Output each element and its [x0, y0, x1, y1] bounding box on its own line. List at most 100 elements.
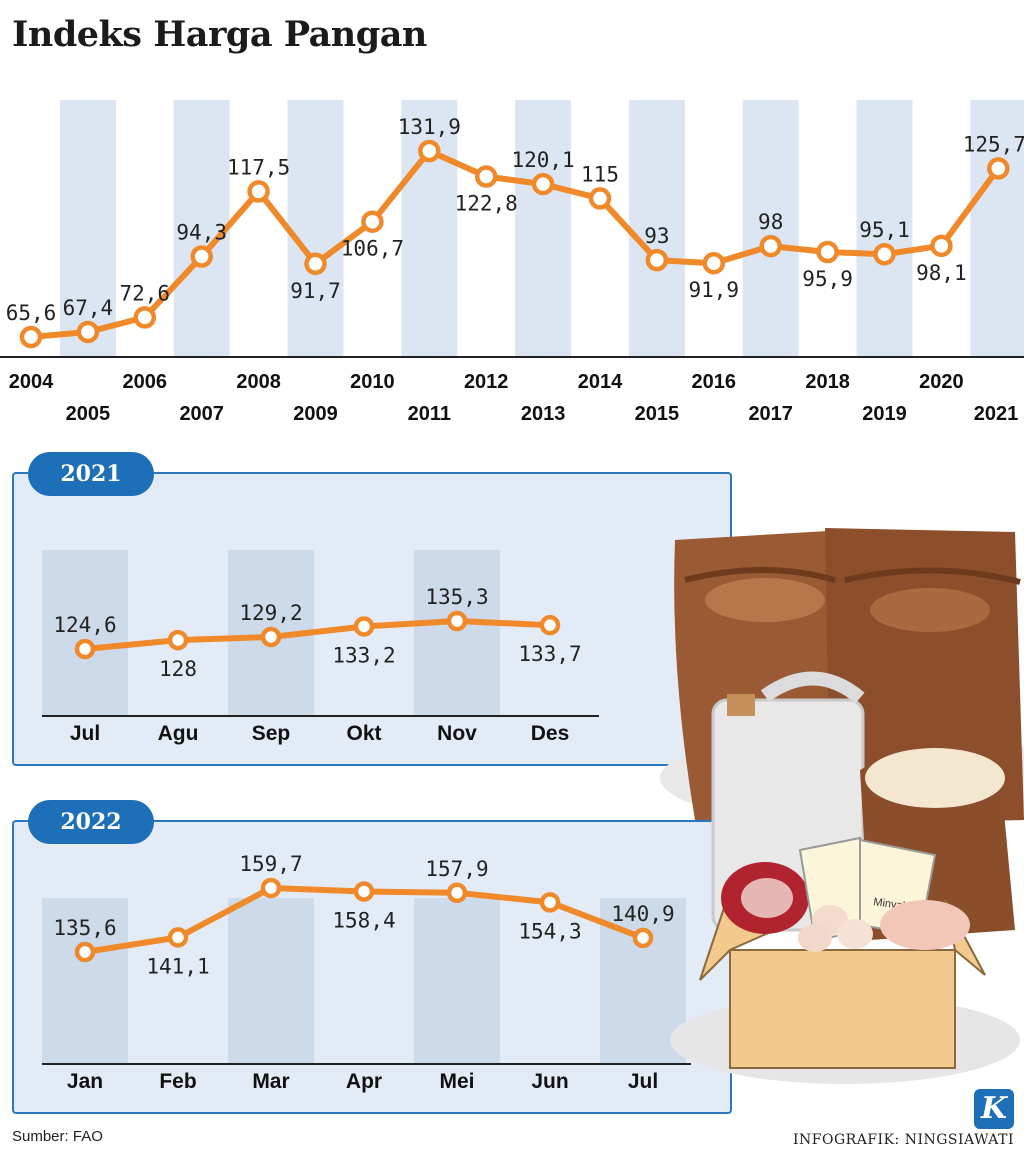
- x-tick-label: Jun: [531, 1070, 568, 1093]
- x-tick-label: 2011: [408, 403, 451, 425]
- data-label: 94,3: [176, 220, 227, 244]
- data-label: 95,1: [859, 218, 910, 242]
- data-label: 65,6: [6, 301, 57, 325]
- data-point: [446, 882, 468, 904]
- data-point: [930, 234, 953, 258]
- x-tick-label: Des: [531, 722, 570, 745]
- data-label: 158,4: [332, 908, 395, 932]
- x-tick-label: 2006: [123, 371, 168, 393]
- x-tick-label: 2013: [521, 403, 566, 425]
- monthly-2021-chart: 124,6 Jul 128 Agu 129,2 Sep 133,2 Okt 135,3 Nov 13…: [42, 550, 599, 745]
- data-point: [645, 248, 669, 272]
- data-label: 106,7: [341, 237, 404, 261]
- data-point: [74, 941, 96, 963]
- data-point: [816, 240, 839, 264]
- data-label: 129,2: [239, 601, 302, 625]
- x-tick-label: 2016: [692, 371, 737, 393]
- kompas-logo: K: [974, 1089, 1014, 1129]
- x-tick-label: 2020: [919, 371, 964, 393]
- data-label: 141,1: [146, 954, 209, 978]
- year-badge-2021: 2021: [28, 452, 154, 496]
- data-point: [361, 210, 384, 233]
- year-band: [287, 100, 344, 357]
- data-label: 131,9: [398, 115, 461, 139]
- x-tick-label: Mei: [439, 1070, 474, 1093]
- year-badge-2022: 2022: [28, 800, 154, 844]
- data-point: [74, 638, 96, 660]
- x-tick-label: 2005: [66, 403, 111, 425]
- data-label: 120,1: [511, 148, 574, 172]
- data-point: [539, 614, 561, 636]
- data-point: [353, 881, 375, 902]
- x-tick-label: 2008: [236, 371, 281, 393]
- month-band: [228, 898, 314, 1064]
- x-tick-label: Nov: [437, 722, 477, 745]
- data-label: 115: [581, 162, 619, 186]
- data-label: 125,7: [963, 132, 1024, 156]
- data-label: 91,7: [290, 279, 341, 303]
- data-label: 157,9: [425, 857, 488, 881]
- data-point: [588, 187, 612, 210]
- data-label: 98: [758, 210, 783, 234]
- data-point: [133, 306, 157, 329]
- x-tick-label: Mar: [252, 1070, 289, 1093]
- monthly-2022-chart: 135,6 Jan 141,1 Feb 159,7 Mar 158,4 Apr 157,9 Mei…: [42, 852, 691, 1093]
- data-point: [632, 927, 654, 949]
- data-point: [474, 165, 498, 188]
- data-label: 159,7: [239, 852, 302, 876]
- series-line: [84, 618, 551, 652]
- data-point: [190, 245, 213, 268]
- month-band: [414, 550, 500, 716]
- data-point: [247, 180, 270, 203]
- source-note: Sumber: FAO: [12, 1128, 103, 1145]
- year-band: [628, 100, 685, 357]
- data-label: 128: [159, 657, 197, 681]
- data-point: [167, 629, 189, 651]
- x-tick-label: Agu: [158, 722, 199, 745]
- data-label: 124,6: [53, 613, 116, 637]
- year-band: [59, 100, 116, 357]
- x-tick-label: Apr: [346, 1070, 382, 1093]
- month-band: [42, 898, 128, 1064]
- data-label: 91,9: [689, 278, 740, 302]
- x-tick-label: 2014: [578, 371, 623, 393]
- data-label: 93: [644, 224, 669, 248]
- data-label: 67,4: [63, 296, 114, 320]
- groceries-illustration: Minyak: [660, 528, 1024, 1084]
- x-tick-label: 2018: [805, 371, 850, 393]
- data-point: [260, 877, 282, 899]
- infographic-credit: INFOGRAFIK: NINGSIAWATI: [793, 1132, 1014, 1148]
- x-tick-label: 2004: [9, 371, 54, 393]
- data-label: 154,3: [518, 919, 581, 943]
- data-point: [260, 626, 282, 648]
- data-label: 133,7: [518, 642, 581, 666]
- x-tick-label: Jul: [70, 722, 100, 745]
- x-tick-label: 2009: [293, 403, 338, 425]
- data-point: [873, 242, 896, 266]
- data-point: [531, 172, 555, 196]
- data-point: [76, 320, 100, 344]
- data-label: 133,2: [332, 643, 395, 667]
- year-band: [742, 100, 799, 357]
- data-label: 122,8: [455, 192, 518, 216]
- month-band: [414, 898, 500, 1064]
- data-point: [759, 234, 782, 258]
- x-tick-label: 2017: [748, 403, 793, 425]
- data-label: 72,6: [120, 281, 171, 305]
- month-band: [42, 550, 128, 716]
- year-band: [515, 100, 572, 357]
- x-tick-label: 2015: [635, 403, 680, 425]
- x-tick-label: 2021: [974, 403, 1019, 425]
- data-point: [19, 325, 43, 349]
- data-point: [446, 610, 468, 632]
- year-band: [173, 100, 230, 357]
- x-tick-label: Okt: [346, 722, 381, 745]
- x-tick-label: Sep: [252, 722, 291, 745]
- data-label: 117,5: [227, 155, 290, 179]
- data-point: [304, 252, 327, 276]
- x-tick-label: Jan: [67, 1070, 103, 1093]
- x-tick-label: 2010: [350, 371, 395, 393]
- data-point: [418, 139, 441, 163]
- x-tick-label: 2019: [862, 403, 907, 425]
- x-tick-label: Feb: [159, 1070, 196, 1093]
